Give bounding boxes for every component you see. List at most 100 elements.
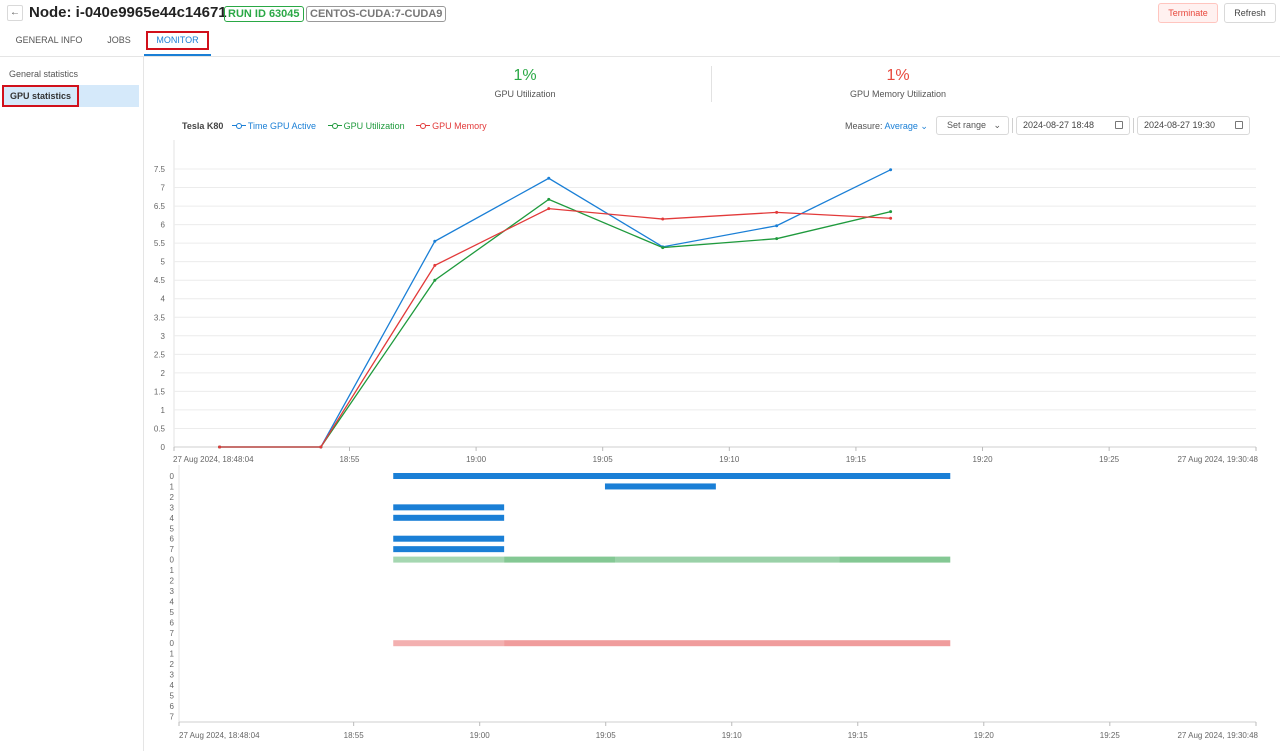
row-label: 6 [170, 535, 175, 544]
row-label: 4 [170, 514, 175, 523]
row-label: 1 [170, 482, 175, 491]
x-tick-label: 27 Aug 2024, 18:48:04 [173, 455, 254, 464]
heat-bar-gpu-utilization [839, 556, 951, 563]
y-tick-label: 3.5 [154, 313, 166, 322]
heat-bar-gpu-memory [393, 640, 505, 647]
row-label: 3 [170, 587, 175, 596]
tab-general-info[interactable]: GENERAL INFO [15, 35, 83, 45]
legend-line-icon [231, 120, 246, 132]
legend-label: GPU Utilization [343, 121, 405, 131]
y-tick-label: 0.5 [154, 424, 166, 433]
sidebar-item-gpu-statistics[interactable]: GPU statistics [2, 85, 139, 107]
heat-bar-gpu-utilization [393, 556, 505, 563]
tool-tag[interactable]: CENTOS-CUDA:7-CUDA9 [306, 6, 447, 22]
legend-item-gpu-memory[interactable]: GPU Memory [416, 120, 487, 132]
y-tick-label: 1.5 [154, 387, 166, 396]
set-range-button[interactable]: Set range ⌄ [936, 116, 1009, 135]
x-tick-label: 18:55 [344, 731, 365, 740]
x-tick-label: 19:05 [596, 731, 617, 740]
y-tick-label: 0 [161, 443, 166, 452]
gpu-line-chart: 0 0.5 1 1.5 2 2.5 3 3.5 4 4.5 5 5.5 6 6.5 7 7.5 27 Aug 2… [154, 140, 1259, 464]
y-tick-label: 2.5 [154, 350, 166, 359]
row-label: 6 [170, 618, 175, 627]
y-tick-label: 3 [161, 332, 166, 341]
data-point-gpu-utilization [661, 246, 665, 250]
legend-label: Time GPU Active [247, 121, 317, 131]
terminate-button[interactable]: Terminate [1158, 3, 1218, 23]
data-point-gpu-memory [547, 207, 551, 211]
tab-jobs[interactable]: JOBS [107, 35, 131, 45]
node-title: Node: i-040e9965e44c14671 [29, 4, 227, 21]
legend-device: Tesla K80 [182, 121, 224, 131]
set-range-label: Set range [947, 120, 987, 130]
x-tick-label: 19:15 [846, 455, 867, 464]
heat-bar-time-gpu-active [393, 535, 505, 542]
x-tick-label: 27 Aug 2024, 19:30:48 [1177, 731, 1258, 740]
x-tick-label: 19:25 [1100, 731, 1121, 740]
measure-value: Average [884, 121, 918, 131]
data-point-gpu-utilization [889, 210, 893, 214]
data-point-gpu-utilization [775, 237, 779, 241]
row-label: 2 [170, 660, 175, 669]
y-tick-label: 7.5 [154, 165, 166, 174]
measure-select[interactable]: Measure: Average ⌄ [845, 120, 928, 132]
arrow-left-icon: ← [10, 7, 20, 18]
gpu-utilization-label: GPU Utilization [494, 89, 556, 99]
row-label: 0 [170, 639, 175, 648]
legend-item-gpu-utilization[interactable]: GPU Utilization [327, 120, 405, 132]
x-tick-label: 19:00 [466, 455, 487, 464]
divider [1133, 118, 1134, 133]
data-point-gpu-utilization [433, 278, 437, 282]
measure-label: Measure: [845, 121, 883, 131]
heat-bar-gpu-memory [504, 640, 951, 647]
y-tick-label: 1 [161, 406, 166, 415]
heat-bar-time-gpu-active [393, 504, 505, 511]
calendar-icon [1235, 121, 1243, 129]
data-point-gpu-memory [218, 445, 222, 449]
back-button[interactable]: ← [7, 5, 23, 21]
date-to-value: 2024-08-27 19:30 [1144, 120, 1216, 130]
row-label: 6 [170, 702, 175, 711]
row-label: 5 [170, 691, 175, 700]
sidebar: General statistics GPU statistics [0, 57, 144, 751]
x-tick-label: 19:10 [722, 731, 743, 740]
data-point-time-gpu-active [775, 224, 779, 228]
chevron-down-icon: ⌄ [920, 121, 928, 131]
tab-monitor[interactable]: MONITOR [144, 30, 211, 56]
row-label: 2 [170, 577, 175, 586]
data-point-time-gpu-active [889, 168, 893, 172]
x-tick-label: 19:20 [974, 731, 995, 740]
date-from-picker[interactable]: 2024-08-27 18:48 [1016, 116, 1130, 135]
row-label: 0 [170, 472, 175, 481]
heat-bar-time-gpu-active [604, 483, 716, 490]
y-tick-label: 4 [161, 295, 166, 304]
tab-bar: GENERAL INFO JOBS MONITOR [0, 30, 1280, 57]
legend-item-time-gpu-active[interactable]: Time GPU Active [231, 120, 317, 132]
x-tick-label: 19:00 [470, 731, 491, 740]
y-tick-label: 4.5 [154, 276, 166, 285]
series-line-gpu-memory [219, 207, 891, 448]
x-tick-label: 19:25 [1099, 455, 1120, 464]
row-label: 4 [170, 681, 175, 690]
sidebar-item-general-statistics[interactable]: General statistics [9, 69, 79, 79]
date-to-picker[interactable]: 2024-08-27 19:30 [1137, 116, 1250, 135]
refresh-button[interactable]: Refresh [1224, 3, 1276, 23]
heat-bar-time-gpu-active [393, 473, 951, 479]
divider [1012, 118, 1013, 133]
row-label: 7 [170, 545, 175, 554]
row-label: 5 [170, 608, 175, 617]
header: ← Node: i-040e9965e44c14671 RUN ID 63045… [0, 0, 1280, 28]
summary-divider [711, 66, 712, 102]
x-tick-label: 19:20 [973, 455, 994, 464]
row-label: 0 [170, 556, 175, 565]
run-id-tag[interactable]: RUN ID 63045 [224, 6, 304, 22]
legend-label: GPU Memory [432, 121, 487, 131]
data-point-gpu-utilization [547, 197, 551, 201]
date-from-value: 2024-08-27 18:48 [1023, 120, 1095, 130]
sidebar-item-gpu-statistics-label: GPU statistics [2, 85, 80, 107]
row-label: 1 [170, 650, 175, 659]
gpu-memory-utilization-label: GPU Memory Utilization [849, 89, 947, 99]
y-tick-label: 6 [161, 221, 166, 230]
data-point-gpu-memory [661, 217, 665, 221]
